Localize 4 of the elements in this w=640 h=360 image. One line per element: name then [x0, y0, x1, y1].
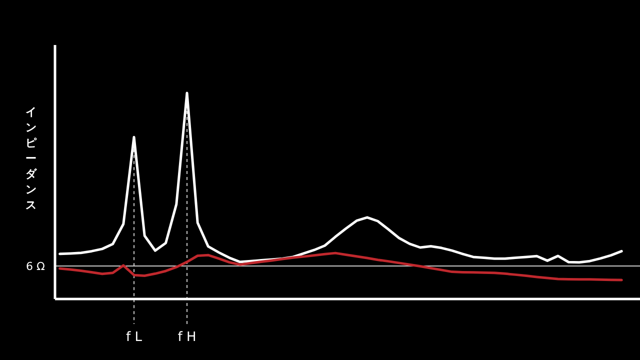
ref-line-label: 6 Ω	[26, 260, 45, 274]
x-tick-label: f H	[178, 330, 196, 345]
x-tick-label: f L	[126, 330, 143, 345]
ylabel: インピーダンス	[26, 106, 36, 212]
